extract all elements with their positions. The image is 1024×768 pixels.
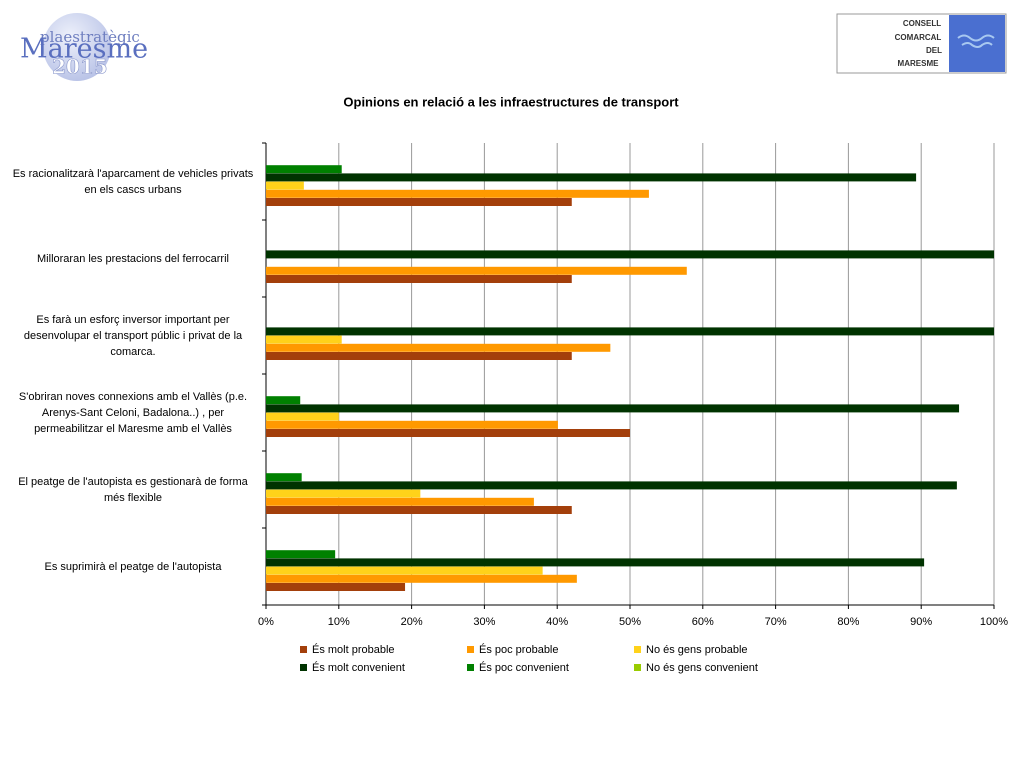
bar [266, 429, 630, 437]
bar [266, 250, 994, 259]
bar [266, 198, 572, 206]
y-tick-label: Es farà un esforç inversor important per… [23, 313, 243, 358]
council-waves [957, 34, 995, 48]
bar [266, 550, 336, 559]
bar [266, 165, 342, 174]
bar [266, 412, 339, 421]
bar [266, 497, 534, 506]
council-line: COMARCAL [895, 33, 942, 42]
logo-top: plaestratègic [40, 28, 140, 46]
legend-swatch [300, 646, 307, 653]
y-tick-label: Es suprimirà el peatge de l'autopista [44, 560, 222, 573]
x-tick-label: 40% [546, 616, 568, 628]
bar [266, 275, 572, 283]
logo-circle [43, 13, 111, 81]
x-tick-label: 80% [837, 616, 859, 628]
x-tick-label: 30% [473, 616, 495, 628]
x-tick-label: 0% [258, 616, 274, 628]
bar [266, 506, 572, 514]
logo-year: 2015 [52, 55, 108, 79]
legend-swatch [634, 664, 641, 671]
bar [266, 404, 960, 413]
legend-swatch [467, 664, 474, 671]
bar [266, 481, 957, 490]
bar [266, 173, 917, 182]
bar [266, 558, 925, 567]
x-tick-label: 70% [765, 616, 787, 628]
council-emblem [949, 15, 1005, 72]
council-line: MARESME [898, 59, 940, 68]
legend-swatch [300, 664, 307, 671]
legend-label: És poc convenient [479, 661, 569, 674]
bar [266, 583, 406, 591]
council-line: CONSELL [903, 19, 941, 28]
legend-swatch [467, 646, 474, 653]
bar [266, 352, 572, 360]
y-tick-label: El peatge de l'autopista es gestionarà d… [18, 475, 248, 504]
y-tick-label: Milloraran les prestacions del ferrocarr… [37, 252, 229, 265]
bar [266, 189, 649, 198]
x-tick-label: 10% [328, 616, 350, 628]
x-tick-label: 50% [619, 616, 641, 628]
bar [266, 396, 301, 405]
bar [266, 181, 304, 190]
y-tick-label: S'obriran noves connexions amb el Vallès… [18, 390, 248, 435]
legend-label: No és gens probable [646, 644, 748, 656]
bar [266, 489, 421, 498]
bar [266, 420, 558, 429]
bar [266, 473, 302, 482]
x-tick-label: 60% [692, 616, 714, 628]
bar [266, 343, 611, 352]
bar [266, 335, 342, 344]
bar [266, 327, 994, 336]
x-tick-label: 20% [401, 616, 423, 628]
bar [266, 574, 577, 583]
y-tick-label: Es racionalitzarà l'aparcament de vehicl… [12, 167, 254, 196]
bar [266, 566, 543, 575]
legend-swatch [634, 646, 641, 653]
bar [266, 266, 687, 275]
x-tick-label: 90% [910, 616, 932, 628]
chart-title: Opinions en relació a les infraestructur… [343, 94, 679, 109]
council-line: DEL [926, 46, 942, 55]
logo-main: Maresme [20, 34, 148, 65]
legend-label: És poc probable [479, 643, 559, 656]
legend-label: No és gens convenient [646, 662, 758, 674]
legend-label: És molt probable [312, 643, 395, 656]
legend-label: És molt convenient [312, 661, 405, 674]
x-tick-label: 100% [980, 616, 1008, 628]
